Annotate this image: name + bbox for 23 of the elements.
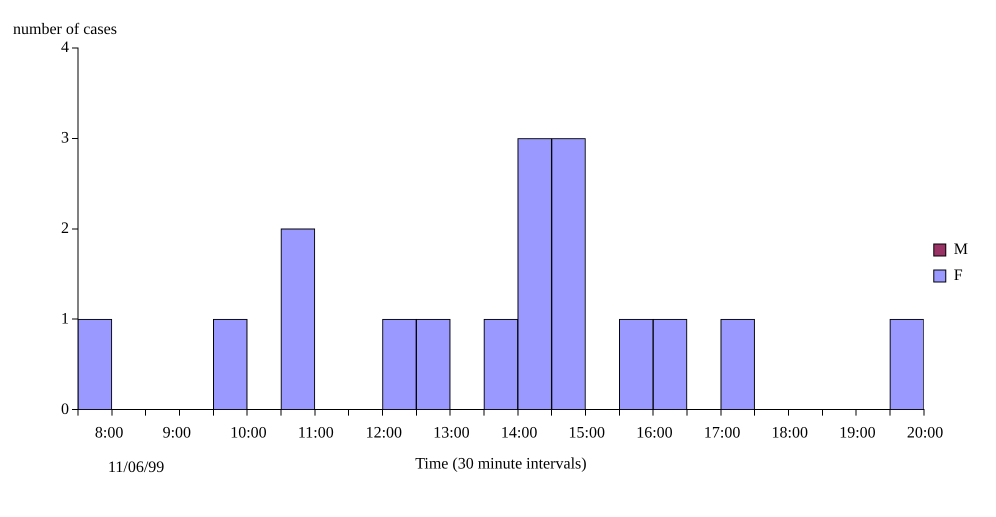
y-tick-label: 2 [61, 220, 69, 238]
legend-label: M [954, 241, 968, 258]
x-tick-label: 18:00 [772, 424, 808, 442]
y-tick-label: 1 [61, 310, 69, 328]
x-tick-label: 17:00 [704, 424, 740, 442]
x-tick-label: 19:00 [839, 424, 876, 442]
x-tick-label: 15:00 [568, 424, 605, 442]
x-axis-title: Time (30 minute intervals) [415, 456, 587, 473]
x-tick-label: 13:00 [433, 424, 470, 442]
x-tick-label: 20:00 [906, 424, 944, 442]
y-tick-label: 4 [61, 39, 69, 56]
y-tick-label: 3 [61, 130, 69, 147]
x-tick-label: 16:00 [636, 424, 673, 442]
x-tick-label: 10:00 [230, 424, 267, 442]
x-tick-label: 14:00 [500, 424, 538, 442]
y-tick-label: 0 [61, 400, 69, 418]
x-tick-label: 8:00 [94, 424, 124, 442]
x-tick-label: 11:00 [298, 424, 334, 442]
text: 11/06/99 [108, 458, 164, 476]
y-axis-title: number of cases [13, 21, 117, 38]
legend-label: F [954, 267, 963, 284]
x-tick-label: 12:00 [366, 424, 402, 442]
x-tick-label: 9:00 [162, 424, 192, 442]
